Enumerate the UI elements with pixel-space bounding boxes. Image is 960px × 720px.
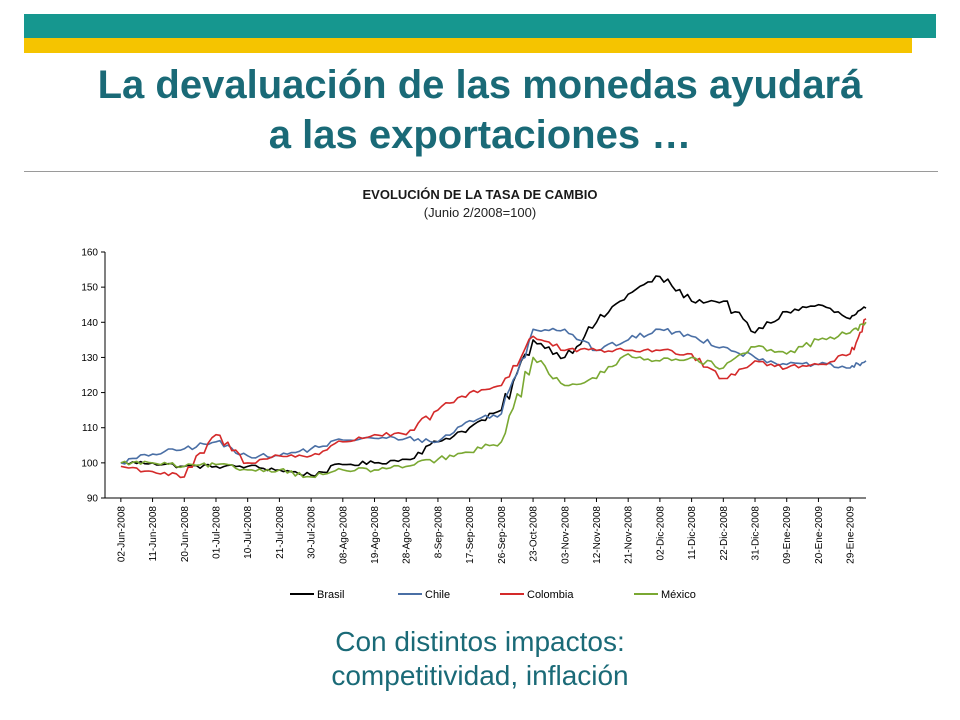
series-line-chile bbox=[120, 327, 867, 465]
y-tick-label: 130 bbox=[81, 353, 98, 364]
x-tick-label: 8-Sep-2008 bbox=[433, 506, 444, 559]
x-tick-label: 12-Nov-2008 bbox=[592, 506, 603, 564]
x-tick-label: 10-Jul-2008 bbox=[243, 506, 254, 559]
x-tick-label: 02-Dic-2008 bbox=[655, 506, 666, 561]
x-tick-label: 21-Nov-2008 bbox=[624, 506, 635, 564]
y-tick-label: 110 bbox=[82, 423, 98, 434]
series-line-colombia bbox=[120, 318, 867, 479]
series-line-brasil bbox=[120, 275, 867, 477]
legend-label-colombia: Colombia bbox=[527, 589, 574, 601]
y-tick-label: 140 bbox=[81, 318, 98, 329]
slide-title-line-2: a las exportaciones … bbox=[268, 113, 692, 157]
series-line-mexico bbox=[120, 321, 867, 479]
header-accent-bar-yellow bbox=[24, 38, 912, 53]
x-tick-label: 22-Dic-2008 bbox=[719, 506, 730, 561]
chart-series-lines bbox=[120, 275, 867, 479]
x-tick-label: 01-Jul-2008 bbox=[211, 506, 222, 559]
slide-title-line-1: La devaluación de las monedas ayudará bbox=[97, 63, 863, 107]
x-tick-label: 26-Sep-2008 bbox=[497, 506, 508, 564]
x-tick-label: 11-Jun-2008 bbox=[148, 506, 159, 562]
x-tick-label: 11-Dic-2008 bbox=[687, 506, 698, 560]
y-tick-label: 150 bbox=[81, 283, 98, 294]
x-tick-label: 19-Ago-2008 bbox=[370, 506, 381, 564]
slide-title: La devaluación de las monedas ayudará a … bbox=[0, 60, 960, 160]
title-divider bbox=[24, 171, 938, 172]
x-tick-label: 28-Ago-2008 bbox=[402, 506, 413, 564]
x-tick-label: 08-Ago-2008 bbox=[338, 506, 349, 564]
header-accent-bar-teal bbox=[24, 14, 936, 38]
y-tick-label: 100 bbox=[81, 458, 98, 469]
x-tick-label: 21-Jul-2008 bbox=[275, 506, 286, 559]
chart-title: EVOLUCIÓN DE LA TASA DE CAMBIO bbox=[362, 187, 598, 202]
slide-caption: Con distintos impactos: competitividad, … bbox=[0, 625, 960, 693]
legend-label-brasil: Brasil bbox=[317, 589, 345, 601]
x-tick-label: 20-Jun-2008 bbox=[180, 506, 191, 563]
caption-line-2: competitividad, inflación bbox=[331, 660, 629, 691]
y-tick-label: 120 bbox=[81, 388, 98, 399]
caption-line-1: Con distintos impactos: bbox=[335, 626, 625, 657]
x-tick-label: 20-Ene-2009 bbox=[814, 506, 825, 564]
chart-axes: 90 100 110 120 130 140 150 160 02-Jun-2008 11-Jun… bbox=[81, 248, 866, 564]
chart-legend: Brasil Chile Colombia México bbox=[290, 589, 696, 601]
x-tick-label: 30-Jul-2008 bbox=[307, 506, 318, 559]
x-tick-label: 09-Ene-2009 bbox=[782, 506, 793, 564]
x-tick-label: 17-Sep-2008 bbox=[465, 506, 476, 564]
legend-label-mexico: México bbox=[661, 589, 696, 601]
x-tick-label: 02-Jun-2008 bbox=[116, 506, 127, 563]
y-tick-label: 90 bbox=[87, 494, 99, 505]
chart-subtitle: (Junio 2/2008=100) bbox=[423, 205, 537, 220]
x-tick-label: 03-Nov-2008 bbox=[560, 506, 571, 564]
x-tick-label: 23-Oct-2008 bbox=[529, 506, 540, 562]
y-tick-label: 160 bbox=[81, 248, 98, 259]
legend-label-chile: Chile bbox=[425, 589, 450, 601]
exchange-rate-line-chart: 90 100 110 120 130 140 150 160 02-Jun-2008 11-Jun… bbox=[81, 248, 867, 601]
x-tick-label: 29-Ene-2009 bbox=[846, 506, 857, 564]
x-tick-label: 31-Dic-2008 bbox=[751, 506, 762, 561]
